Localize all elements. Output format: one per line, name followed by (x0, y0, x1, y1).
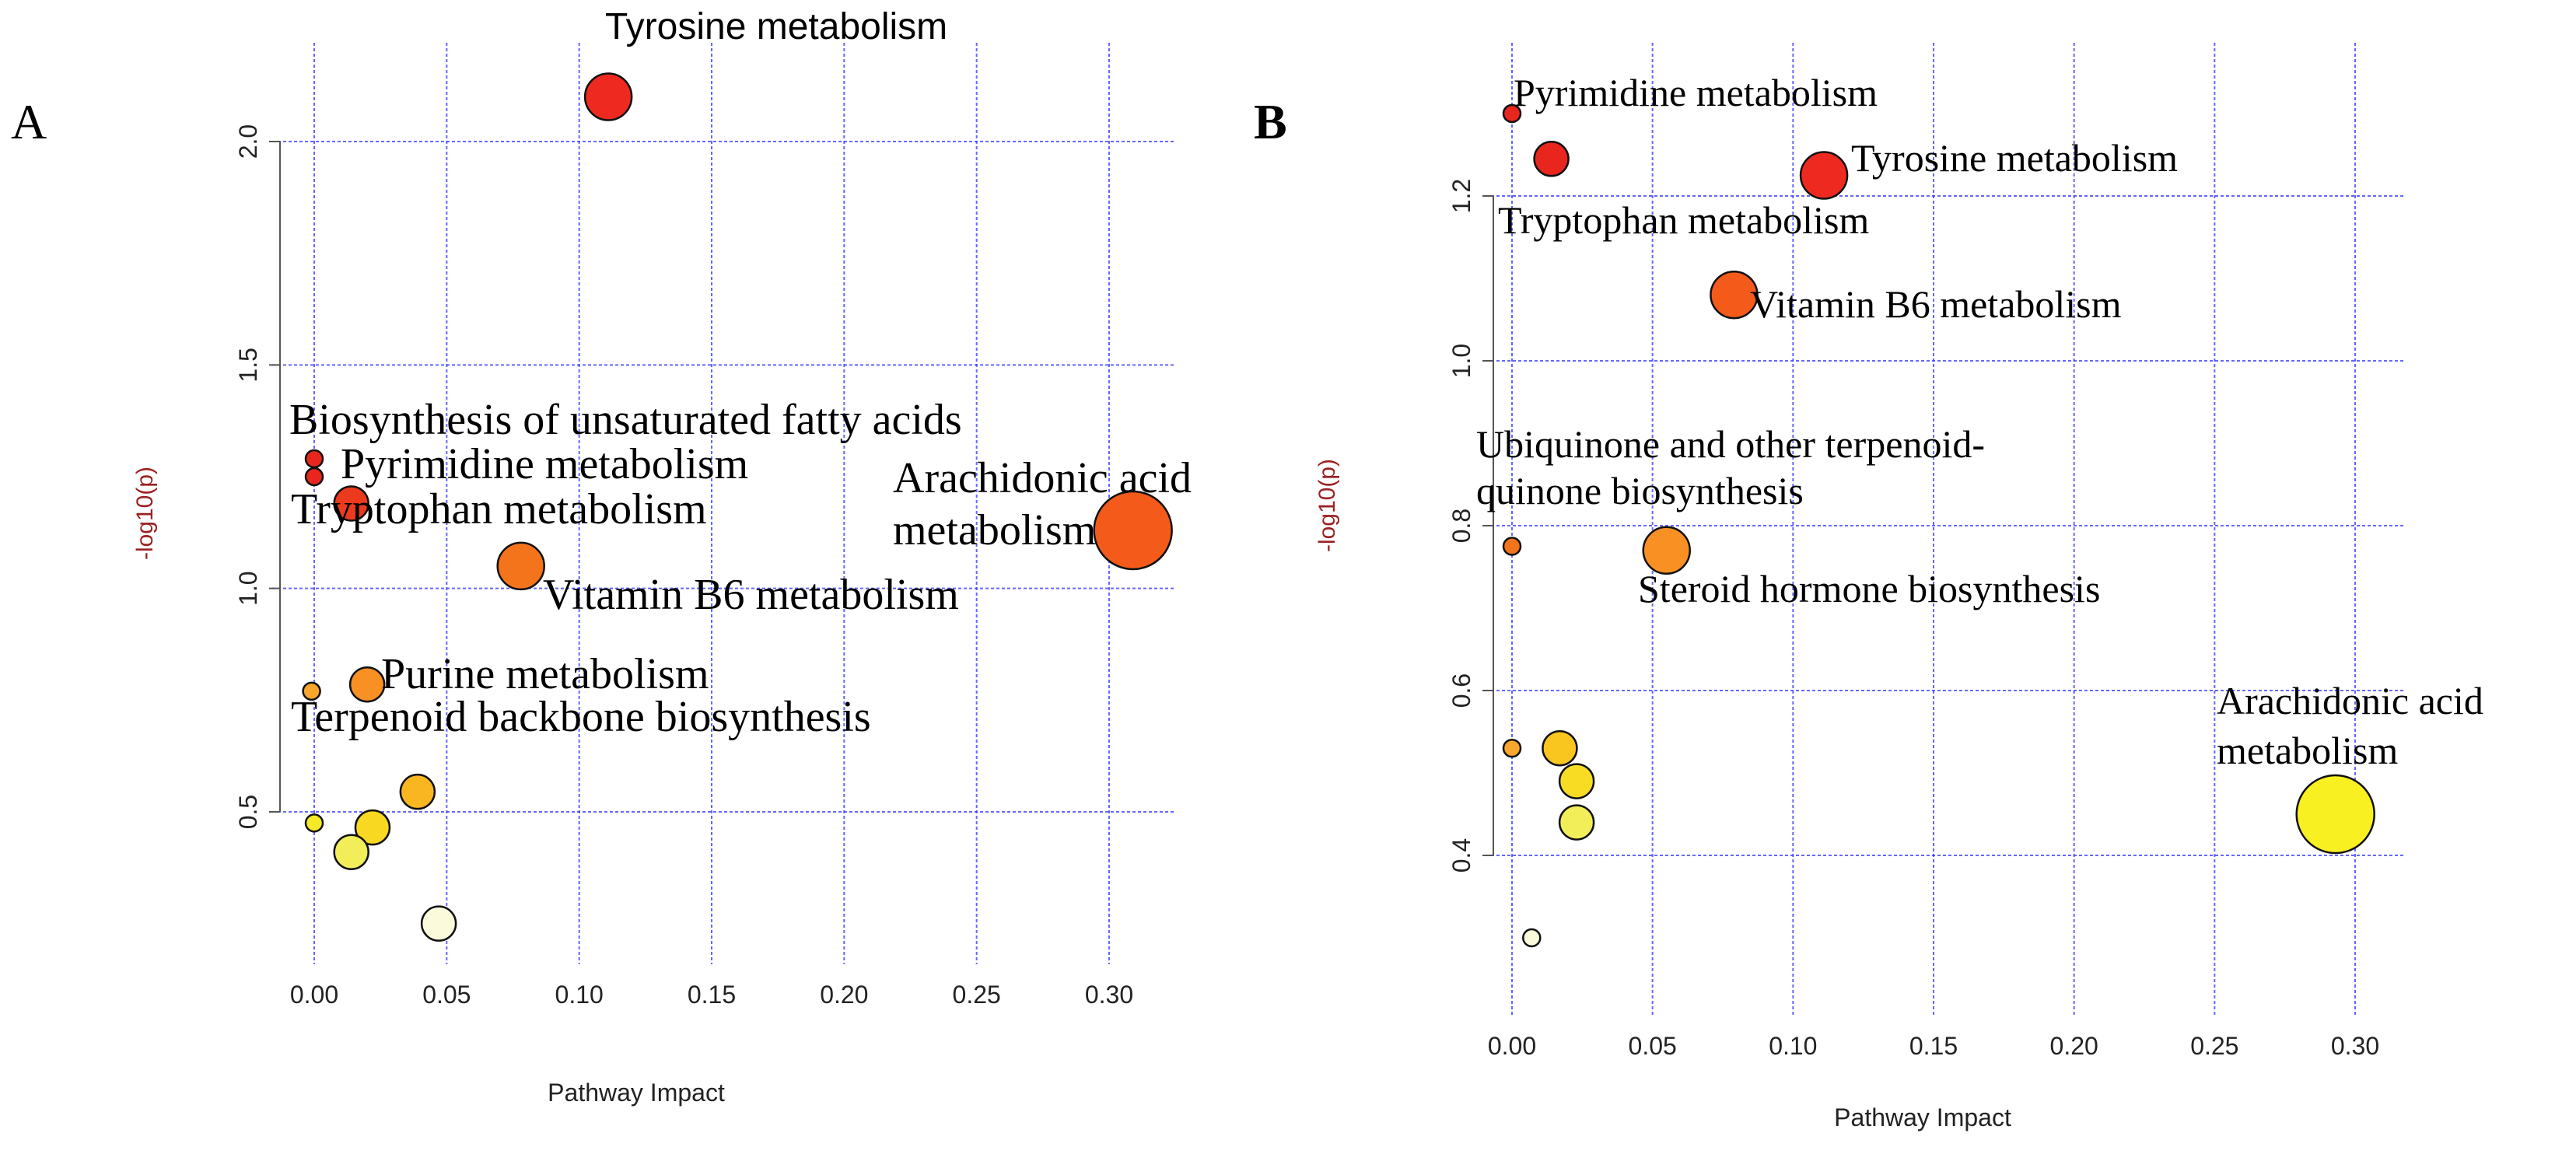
panel-a-points (302, 72, 1173, 942)
annotation-b-pyrimidine-metabolism: Pyrimidine metabolism (1514, 71, 1878, 114)
annotation-tyrosine-metabolism: Tyrosine metabolism (605, 6, 947, 47)
x-tick-label: 0.25 (953, 981, 1001, 1009)
data-point (496, 541, 545, 591)
annotation-b-vitamin-b6-metabolism: Vitamin B6 metabolism (1750, 282, 2122, 326)
data-point (583, 72, 633, 121)
data-point (333, 834, 369, 870)
data-point (1558, 763, 1595, 799)
x-tick-label: 0.20 (820, 981, 868, 1009)
y-tick-label: 0.6 (1447, 673, 1475, 708)
y-tick-label: 1.5 (234, 348, 262, 382)
data-point (348, 666, 386, 703)
x-axis-title: Pathway Impact (1834, 1103, 2011, 1131)
annotation-biosynthesis-unsaturated-fatty-acids: Biosynthesis of unsaturated fatty acids (289, 396, 962, 444)
panel-a: A 0.51.01.52.00.00 0.05 0.10 0.15 0.20 0.25 0.… (11, 6, 1192, 1107)
annotation-pyrimidine-metabolism: Pyrimidine metabolism (341, 440, 748, 488)
data-point (1799, 151, 1849, 200)
data-point (354, 809, 391, 846)
x-tick-label: 0.10 (555, 981, 604, 1009)
data-point (1542, 729, 1578, 767)
data-point (1642, 526, 1691, 575)
data-point (304, 449, 324, 469)
annotation-b-tryptophan-metabolism: Tryptophan metabolism (1498, 198, 1869, 242)
panel-a-grid (272, 43, 1174, 964)
y-tick-label: 2.0 (234, 124, 262, 159)
data-point (1502, 103, 1522, 124)
panel-b-label: B (1254, 94, 1287, 149)
annotation-b-ubiquinone-line2: quinone biosynthesis (1476, 469, 1804, 512)
annotation-tryptophan-metabolism: Tryptophan metabolism (291, 485, 707, 533)
x-tick-label: 0.15 (688, 981, 736, 1009)
x-tick-label: 0.05 (1629, 1032, 1677, 1060)
x-tick-label: 0.20 (2050, 1032, 2098, 1060)
panel-b-points (1502, 103, 2375, 948)
panel-b-annotations: Pyrimidine metabolism Tyrosine metabolis… (1476, 71, 2483, 772)
y-tick-label: 1.0 (234, 571, 262, 605)
x-tick-label: 0.00 (1488, 1032, 1536, 1060)
y-axis-title: -log10(p) (132, 467, 158, 560)
data-point (399, 773, 436, 810)
x-tick-label: 0.30 (2331, 1032, 2379, 1060)
panel-b-axes: 0.4 0.6 0.8 1.0 1.2 0.00 0.05 0.10 0.15 0.20 0.25 0… (1314, 179, 2379, 1131)
annotation-b-steroid-hormone-biosynthesis: Steroid hormone biosynthesis (1638, 567, 2100, 610)
x-tick-label: 0.25 (2190, 1032, 2238, 1060)
data-point (1522, 928, 1542, 948)
panel-a-label: A (11, 94, 47, 149)
data-point (1502, 537, 1522, 556)
annotation-b-arachidonic-acid-line1: Arachidonic acid (2217, 679, 2483, 722)
data-point (420, 905, 457, 942)
annotation-vitamin-b6-metabolism: Vitamin B6 metabolism (543, 571, 959, 619)
panel-b: B 0.4 0.6 0.8 1.0 1.2 0.00 0.05 0.10 0.15 0.20 0.2… (1254, 43, 2483, 1131)
data-point (1093, 490, 1173, 571)
data-point (1710, 270, 1759, 320)
data-point (1558, 804, 1595, 841)
y-tick-label: 0.5 (234, 795, 262, 829)
data-point (304, 813, 324, 833)
y-tick-label: 1.0 (1447, 344, 1475, 378)
x-tick-label: 0.10 (1769, 1032, 1817, 1060)
y-tick-label: 0.8 (1447, 509, 1475, 543)
x-tick-label: 0.00 (290, 981, 338, 1009)
data-point (304, 467, 324, 487)
x-tick-label: 0.05 (422, 981, 471, 1009)
annotation-b-arachidonic-acid-line2: metabolism (2217, 729, 2398, 772)
data-point (302, 681, 321, 701)
annotation-b-tyrosine-metabolism: Tyrosine metabolism (1851, 136, 2178, 180)
panel-a-annotations: Tyrosine metabolism Biosynthesis of unsa… (289, 6, 1192, 741)
annotation-terpenoid-backbone-biosynthesis: Terpenoid backbone biosynthesis (291, 693, 871, 741)
x-tick-label: 0.15 (1909, 1032, 1958, 1060)
data-point (333, 485, 369, 522)
annotation-arachidonic-acid-line1: Arachidonic acid (893, 454, 1192, 502)
y-tick-label: 0.4 (1447, 838, 1475, 872)
x-tick-label: 0.30 (1085, 981, 1133, 1009)
annotation-purine-metabolism: Purine metabolism (381, 650, 709, 698)
y-tick-label: 1.2 (1447, 179, 1475, 213)
data-point (2295, 774, 2375, 855)
x-axis-title: Pathway Impact (548, 1079, 725, 1107)
y-axis-title: -log10(p) (1314, 459, 1340, 552)
panel-a-axes: 0.5 1.0 1.5 2.0 0.00 0.05 0.10 0.15 0.20 0.25 0.30… (132, 124, 1133, 1107)
annotation-b-ubiquinone-line1: Ubiquinone and other terpenoid- (1476, 422, 1985, 466)
data-point (1502, 738, 1522, 758)
data-point (1533, 141, 1570, 177)
panel-b-grid (1486, 43, 2403, 1016)
annotation-arachidonic-acid-line2: metabolism (893, 506, 1096, 554)
